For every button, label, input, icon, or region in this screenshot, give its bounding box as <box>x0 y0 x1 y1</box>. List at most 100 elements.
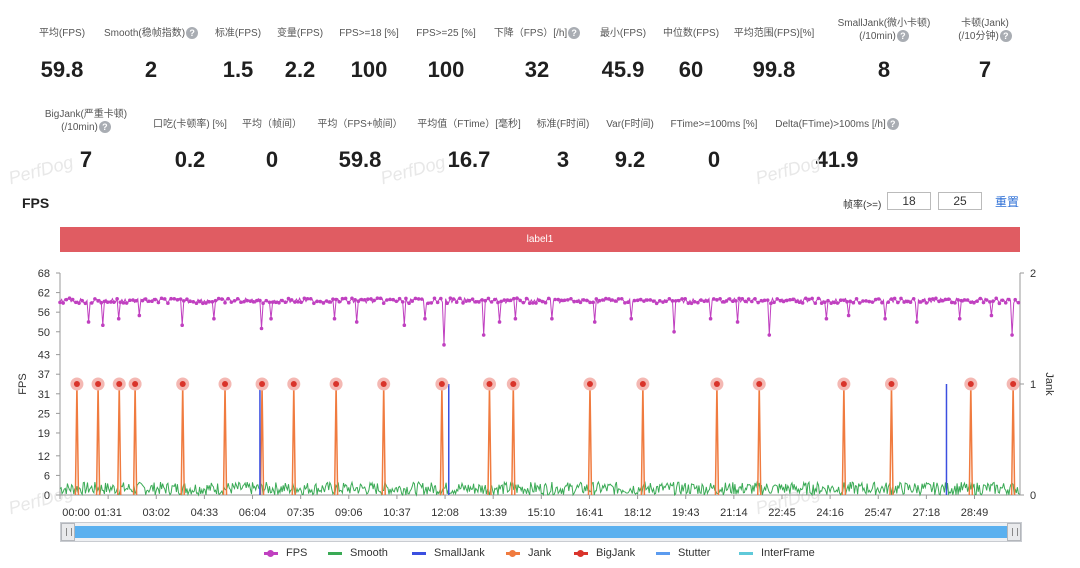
fps-point <box>943 297 948 302</box>
help-icon[interactable]: ? <box>568 27 581 40</box>
fps-point <box>1013 297 1018 302</box>
reset-button[interactable]: 重置 <box>995 195 1020 209</box>
metric-label: 最小(FPS) <box>553 27 693 40</box>
metric-value: 100 <box>427 57 465 82</box>
fps-point <box>343 296 348 301</box>
time-range-scrollbar[interactable] <box>60 522 1022 542</box>
fps-point <box>807 297 811 302</box>
fps-point <box>762 298 767 303</box>
fps-point <box>540 299 545 304</box>
fps-point <box>259 326 264 331</box>
x-tick-label: 00:00 <box>62 507 90 519</box>
fps-point <box>645 298 649 302</box>
x-tick-label: 22:45 <box>768 507 796 519</box>
fps-point <box>185 297 189 301</box>
fps-point <box>794 299 799 304</box>
fps-threshold-input-25[interactable] <box>938 192 982 210</box>
fps-point <box>613 299 618 303</box>
y-tick-label: 50 <box>38 327 50 339</box>
jank-spike <box>291 383 297 496</box>
fps-point <box>953 301 957 305</box>
fps-point <box>362 298 367 302</box>
help-icon[interactable]: ? <box>999 30 1012 43</box>
big-jank-marker <box>756 381 763 387</box>
fps-point <box>816 296 821 301</box>
fps-point <box>229 300 234 304</box>
fps-point <box>864 299 868 303</box>
fps-point <box>143 297 148 301</box>
fps-point <box>239 300 243 305</box>
fps-point <box>819 301 824 305</box>
scrollbar-left-handle[interactable] <box>61 523 75 541</box>
help-icon[interactable]: ? <box>886 118 899 131</box>
jank-spike <box>222 383 228 496</box>
fps-point <box>407 301 411 305</box>
fps-point <box>400 300 405 304</box>
fps-point <box>692 299 697 304</box>
big-jank-marker <box>967 381 974 387</box>
legend-item-smalljank[interactable]: SmallJank <box>412 547 485 559</box>
fps-point <box>508 298 513 303</box>
help-icon[interactable]: ? <box>896 30 909 43</box>
metric-label-text: Var(F时间) <box>606 119 654 130</box>
fps-point <box>1003 300 1008 305</box>
fps-point <box>354 320 359 324</box>
fps-point <box>378 296 383 301</box>
big-jank-marker <box>1010 381 1017 387</box>
legend-item-stutter[interactable]: Stutter <box>656 547 710 559</box>
fps-point <box>940 298 945 303</box>
fps-point <box>505 298 510 302</box>
x-tick-label: 09:06 <box>335 507 363 519</box>
fps-point <box>975 299 979 304</box>
fps-threshold-input-18[interactable] <box>887 192 931 210</box>
fps-point <box>497 320 502 324</box>
legend-item-smooth[interactable]: Smooth <box>328 547 388 559</box>
fps-point <box>727 297 732 301</box>
smooth-series-line <box>59 480 1020 497</box>
fps-point <box>927 297 932 302</box>
metric-label-text: 平均（帧间） <box>242 119 302 130</box>
help-icon[interactable]: ? <box>98 121 111 134</box>
fps-point <box>77 301 81 305</box>
legend-item-fps[interactable]: FPS <box>264 547 307 559</box>
fps-point <box>181 299 186 303</box>
scrollbar-right-handle[interactable] <box>1007 523 1021 541</box>
fps-point <box>835 301 840 305</box>
scrollbar-range-fill[interactable] <box>75 526 1007 538</box>
metric-value: 7 <box>79 147 93 172</box>
metric-value: 41.9 <box>815 147 859 172</box>
jank-spike <box>714 383 720 496</box>
fps-point <box>261 301 265 305</box>
fps-point <box>924 301 929 305</box>
fps-point <box>569 296 573 301</box>
fps-point <box>191 300 196 304</box>
jank-spike <box>74 383 80 496</box>
big-jank-marker <box>510 381 517 387</box>
legend-item-bigjank[interactable]: BigJank <box>574 547 635 559</box>
fps-point <box>96 299 100 303</box>
fps-point <box>283 300 288 304</box>
fps-point <box>108 300 113 304</box>
fps-point <box>308 296 313 301</box>
fps-point <box>772 300 776 305</box>
y-tick-label: 25 <box>38 408 50 420</box>
x-tick-label: 06:04 <box>239 507 267 519</box>
metric-label: 标准(FPS) <box>168 27 308 40</box>
label-band[interactable]: label1 <box>60 227 1020 252</box>
help-icon[interactable]: ? <box>186 27 199 40</box>
fps-point <box>220 297 224 301</box>
metric-value: 45.9 <box>601 57 645 82</box>
fps-point <box>89 301 94 305</box>
legend-item-jank[interactable]: Jank <box>506 547 551 559</box>
legend-item-interframe[interactable]: InterFrame <box>739 547 815 559</box>
fps-point <box>264 298 269 303</box>
fps-point <box>350 296 354 301</box>
metric-label: FPS>=25 [%] <box>376 27 516 40</box>
y-tick-label: 56 <box>38 307 50 319</box>
fps-point <box>124 301 129 305</box>
fps-point <box>112 300 116 304</box>
fps-point <box>166 301 170 306</box>
metric-label: 卡顿(Jank) (/10分钟)? <box>915 17 1055 43</box>
fps-point <box>889 297 894 301</box>
